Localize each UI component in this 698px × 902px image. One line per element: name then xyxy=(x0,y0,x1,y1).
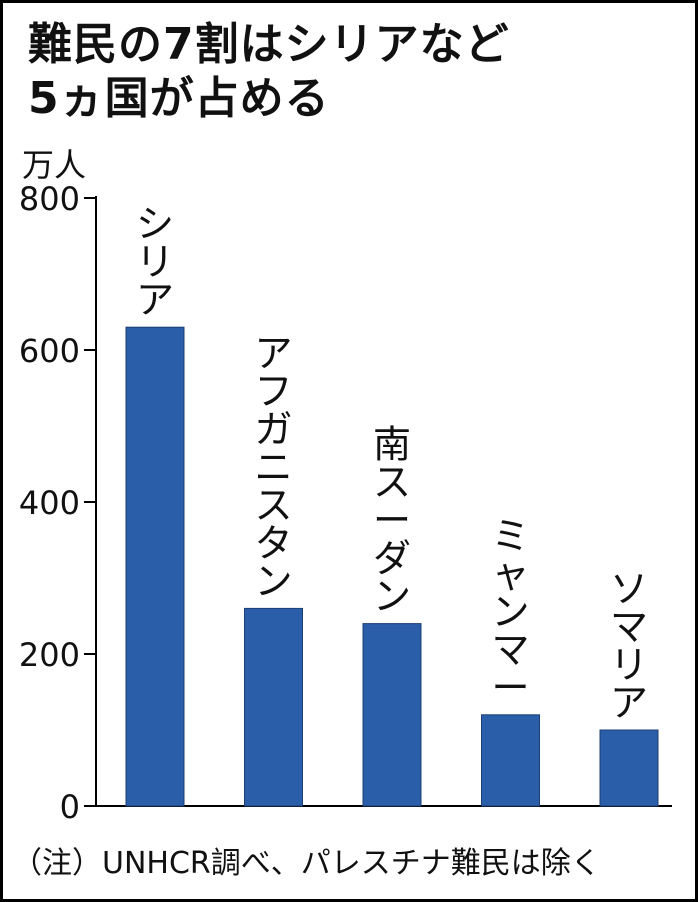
bar xyxy=(125,326,185,807)
y-tick-label: 0 xyxy=(60,788,80,826)
category-label: ミャンマー xyxy=(491,514,529,710)
y-tick-label: 400 xyxy=(19,484,80,522)
category-label: アフガニスタン xyxy=(254,331,292,603)
bar xyxy=(599,729,659,807)
category-label: 南スーダン xyxy=(373,423,411,619)
bar xyxy=(481,714,540,807)
y-tick-label: 200 xyxy=(19,636,80,674)
bar xyxy=(244,607,303,807)
chart-title: 難民の7割はシリアなど 5ヵ国が占める xyxy=(28,18,510,126)
source-note: （注）UNHCR調べ、パレスチナ難民は除く xyxy=(12,846,601,881)
category-label: シリア xyxy=(136,202,174,322)
bar xyxy=(362,623,422,807)
title-line-2: 5ヵ国が占める xyxy=(28,73,330,124)
y-axis-unit-label: 万人 xyxy=(22,146,87,184)
y-tick-label: 800 xyxy=(19,180,80,218)
y-tick-label: 600 xyxy=(19,332,80,370)
category-label: ソマリア xyxy=(610,567,648,725)
title-line-1: 難民の7割はシリアなど xyxy=(28,19,510,70)
